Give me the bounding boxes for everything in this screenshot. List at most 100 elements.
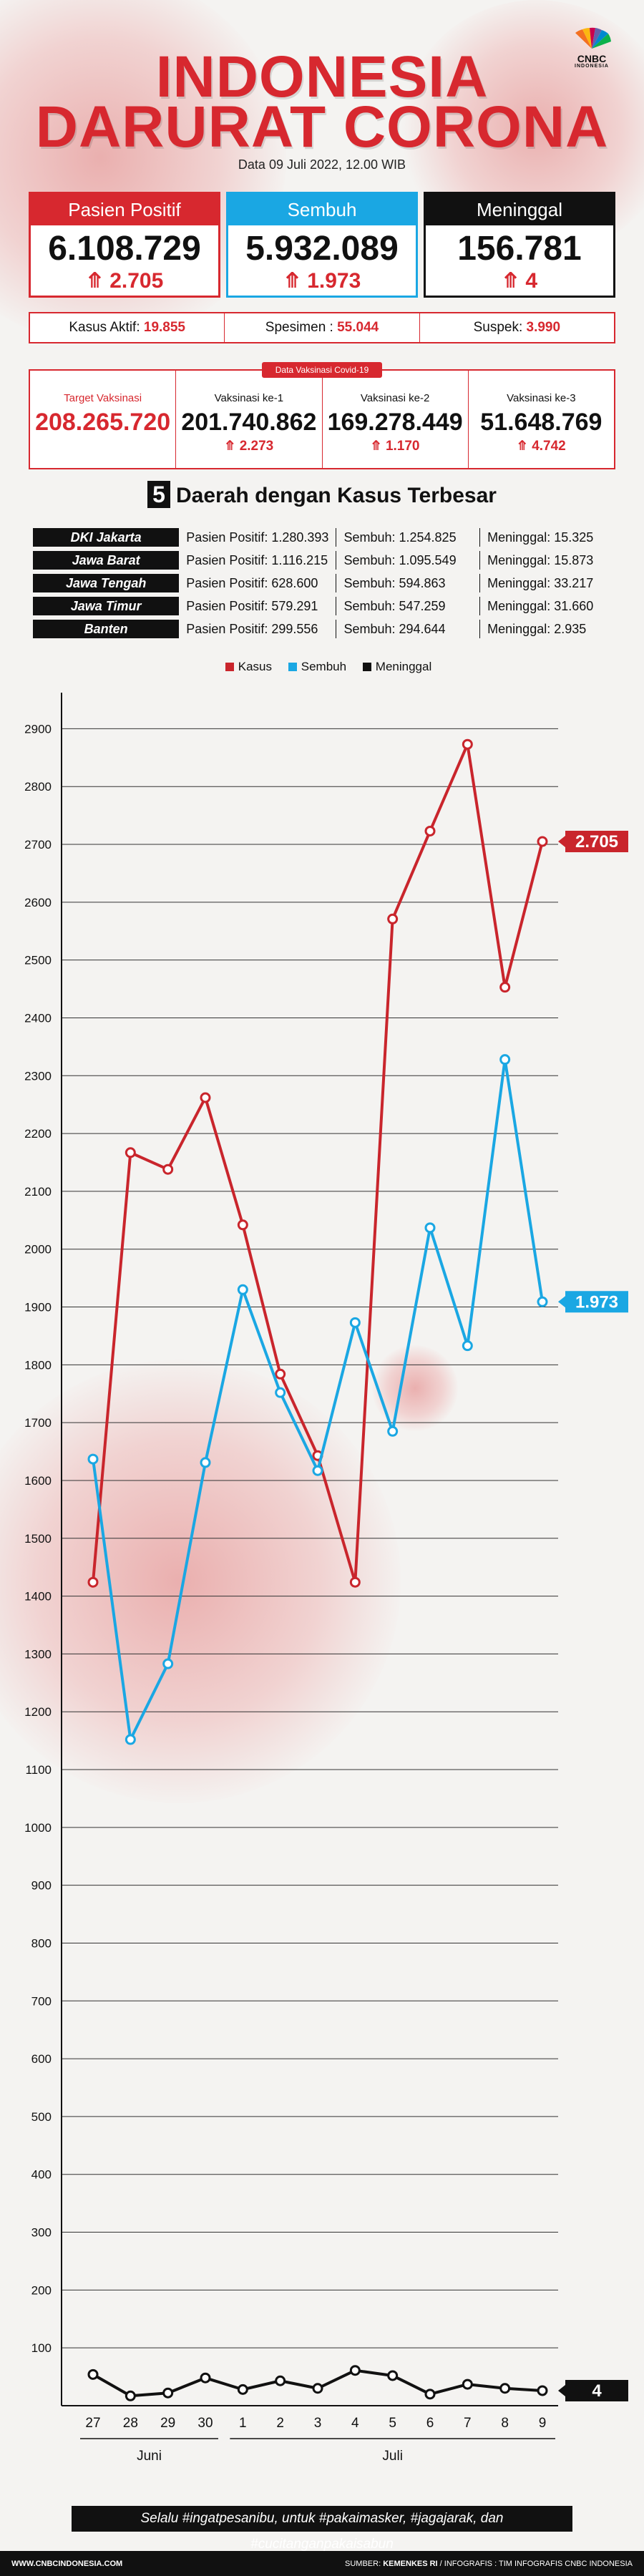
virus-background-blob bbox=[0, 1360, 401, 1803]
region-positif-value: 628.600 bbox=[271, 576, 318, 590]
vax-dose-label: Vaksinasi ke-1 bbox=[214, 392, 284, 404]
vaccination-panel: Target Vaksinasi 208.265.720 Vaksinasi k… bbox=[29, 369, 615, 469]
card-sembuh-label: Sembuh bbox=[228, 194, 416, 225]
peacock-icon bbox=[575, 27, 611, 49]
data-point-kasus bbox=[349, 1576, 361, 1588]
vax-dose-delta-value: 4.742 bbox=[532, 439, 566, 454]
region-name: Jawa Barat bbox=[33, 551, 180, 570]
up-arrow-icon: ⤊ bbox=[283, 269, 301, 293]
logo-text: CNBC bbox=[577, 53, 607, 64]
region-meninggal: Meninggal: 2.935 bbox=[480, 620, 620, 638]
y-tick-label: 1900 bbox=[24, 1301, 52, 1314]
card-positif-value: 6.108.729 bbox=[48, 230, 201, 268]
region-meninggal-label: Meninggal: bbox=[487, 622, 555, 636]
y-tick-label: 2400 bbox=[24, 1011, 52, 1025]
card-sembuh-value: 5.932.089 bbox=[245, 230, 399, 268]
title-line-2: DARURAT CORONA bbox=[35, 94, 609, 160]
region-positif-label: Pasien Positif: bbox=[186, 530, 272, 545]
region-row: Jawa Barat Pasien Positif: 1.116.215 Sembu… bbox=[33, 551, 620, 570]
regions-title-text: Daerah dengan Kasus Terbesar bbox=[176, 484, 497, 507]
stat-label: Kasus Aktif: bbox=[69, 320, 144, 335]
up-arrow-icon: ⤊ bbox=[224, 439, 236, 454]
y-tick-label: 2000 bbox=[24, 1243, 52, 1257]
region-sembuh-label: Sembuh: bbox=[343, 530, 399, 545]
data-point-sembuh bbox=[200, 1457, 211, 1468]
data-point-sembuh bbox=[537, 1296, 548, 1307]
data-point-meninggal bbox=[349, 2365, 361, 2376]
footer-source-value: KEMENKES RI bbox=[383, 2560, 438, 2568]
region-positif: Pasien Positif: 1.280.393 bbox=[179, 528, 337, 547]
vax-dose-delta: ⤊ 2.273 bbox=[176, 438, 321, 454]
y-tick-label: 200 bbox=[31, 2283, 52, 2297]
legend-label-sembuh: Sembuh bbox=[301, 660, 347, 673]
vax-dose-2: Vaksinasi ke-2 169.278.449 ⤊ 1.170 bbox=[323, 371, 469, 468]
chart-legend: Kasus Sembuh Meninggal bbox=[0, 660, 644, 674]
data-point-kasus bbox=[537, 836, 548, 847]
y-tick-label: 2800 bbox=[24, 780, 52, 794]
x-tick-label: 4 bbox=[351, 2416, 359, 2431]
region-positif-value: 1.116.215 bbox=[271, 553, 328, 567]
data-point-sembuh bbox=[349, 1317, 361, 1328]
y-tick-label: 2700 bbox=[24, 838, 52, 852]
data-point-meninggal bbox=[87, 2368, 99, 2380]
data-point-kasus bbox=[275, 1368, 286, 1380]
region-row: Jawa Timur Pasien Positif: 579.291 Sembuh:… bbox=[33, 597, 620, 615]
region-positif-value: 579.291 bbox=[271, 599, 318, 613]
region-meninggal-label: Meninggal: bbox=[487, 576, 555, 590]
data-point-meninggal bbox=[424, 2389, 436, 2400]
region-sembuh-label: Sembuh: bbox=[343, 599, 399, 613]
end-label-pointer bbox=[558, 1296, 565, 1308]
region-meninggal: Meninggal: 33.217 bbox=[480, 574, 620, 592]
region-meninggal-value: 2.935 bbox=[554, 622, 587, 636]
region-sembuh: Sembuh: 1.254.825 bbox=[336, 528, 481, 547]
data-point-meninggal bbox=[237, 2384, 248, 2395]
region-sembuh-value: 1.095.549 bbox=[399, 553, 457, 567]
legend-swatch-kasus bbox=[225, 663, 234, 671]
region-meninggal-label: Meninggal: bbox=[487, 530, 555, 545]
data-point-meninggal bbox=[387, 2370, 399, 2381]
region-name: Jawa Timur bbox=[33, 597, 180, 615]
regions-title: 5 Daerah dengan Kasus Terbesar bbox=[0, 481, 644, 508]
vax-dose-value: 169.278.449 bbox=[327, 409, 463, 436]
data-point-sembuh bbox=[462, 1340, 473, 1352]
stat-spesimen: Spesimen : 55.044 bbox=[225, 313, 420, 342]
data-point-meninggal bbox=[200, 2372, 211, 2384]
card-meninggal-value: 156.781 bbox=[457, 230, 582, 268]
month-label: Juni bbox=[137, 2449, 162, 2464]
up-arrow-icon: ⤊ bbox=[501, 269, 520, 293]
line-chart: 100 200 300 400 500 600 700 800 900 1000 1100 1200 1… bbox=[24, 693, 628, 2464]
data-point-sembuh bbox=[237, 1284, 248, 1295]
end-label-text: 1.973 bbox=[575, 1292, 618, 1312]
data-point-meninggal bbox=[312, 2383, 323, 2394]
region-name: DKI Jakarta bbox=[33, 528, 180, 547]
region-positif: Pasien Positif: 579.291 bbox=[179, 597, 337, 615]
region-positif: Pasien Positif: 628.600 bbox=[179, 574, 337, 592]
y-tick-label: 2200 bbox=[24, 1127, 52, 1141]
end-label-pointer bbox=[558, 835, 565, 847]
vax-dose-value: 201.740.862 bbox=[181, 409, 317, 436]
end-label-text: 2.705 bbox=[575, 832, 618, 852]
card-meninggal-delta: ⤊ 4 bbox=[426, 268, 613, 293]
stats-strip: Kasus Aktif: 19.855 Spesimen : 55.044 Su… bbox=[29, 312, 615, 343]
x-tick-label: 27 bbox=[85, 2416, 100, 2431]
card-positif-delta-value: 2.705 bbox=[109, 269, 164, 293]
card-sembuh-delta-value: 1.973 bbox=[307, 269, 361, 293]
x-tick-label: 7 bbox=[464, 2416, 472, 2431]
legend-label-kasus: Kasus bbox=[238, 660, 272, 673]
region-meninggal-value: 15.325 bbox=[554, 530, 594, 545]
stat-value: 55.044 bbox=[337, 320, 379, 335]
stat-label: Spesimen : bbox=[265, 320, 338, 335]
data-point-meninggal bbox=[125, 2390, 136, 2401]
hashtag-banner: Selalu #ingatpesanibu, untuk #pakaimaske… bbox=[72, 2506, 572, 2552]
y-tick-label: 400 bbox=[31, 2168, 52, 2182]
card-meninggal-delta-value: 4 bbox=[525, 269, 538, 293]
region-positif-value: 1.280.393 bbox=[271, 530, 329, 545]
data-point-sembuh bbox=[125, 1734, 136, 1745]
region-sembuh-label: Sembuh: bbox=[343, 622, 399, 636]
x-tick-label: 9 bbox=[539, 2416, 547, 2431]
card-positif: Pasien Positif 6.108.729 ⤊ 2.705 bbox=[29, 192, 220, 298]
x-tick-label: 3 bbox=[314, 2416, 322, 2431]
vax-dose-label: Vaksinasi ke-3 bbox=[507, 392, 576, 404]
region-meninggal: Meninggal: 15.325 bbox=[480, 528, 620, 547]
